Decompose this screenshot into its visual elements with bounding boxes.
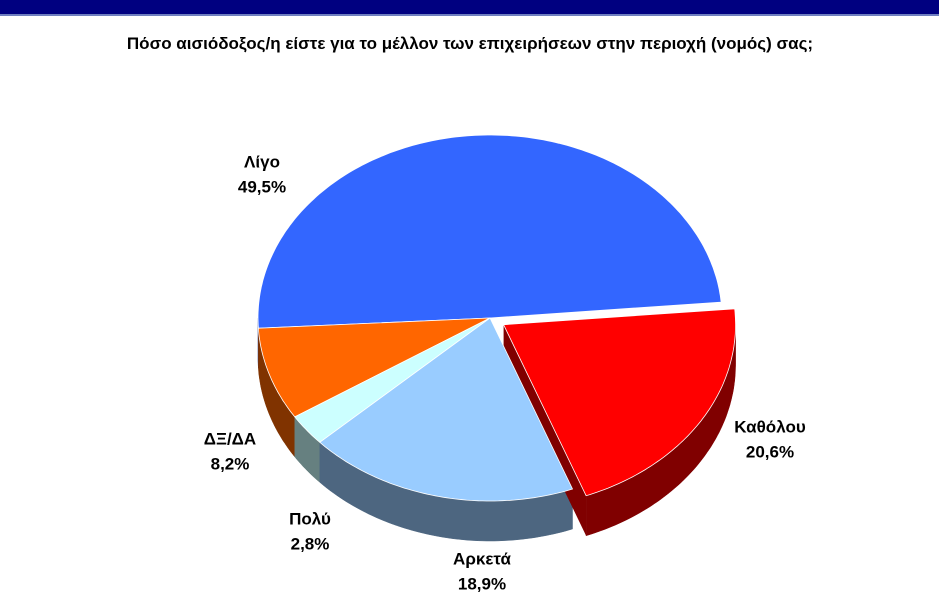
slice [319,317,574,502]
chart-title: Πόσο αισιόδοξος/η είστε για το μέλλον τω… [126,34,814,53]
value-label: 2,8% [291,534,330,553]
category-label: ΔΞ/ΔΑ [204,429,256,448]
value-label: 49,5% [238,177,286,196]
slice [502,308,737,497]
header-bar [0,0,939,16]
value-label: 8,2% [211,454,250,473]
category-label: Αρκετά [453,549,511,568]
slice [257,134,722,329]
category-label: Πολύ [289,509,331,528]
category-label: Καθόλου [734,417,806,436]
slice [294,317,491,443]
slice [257,317,491,418]
category-label: Λίγο [244,152,280,171]
value-label: 20,6% [746,442,794,461]
value-label: 18,9% [458,574,506,593]
